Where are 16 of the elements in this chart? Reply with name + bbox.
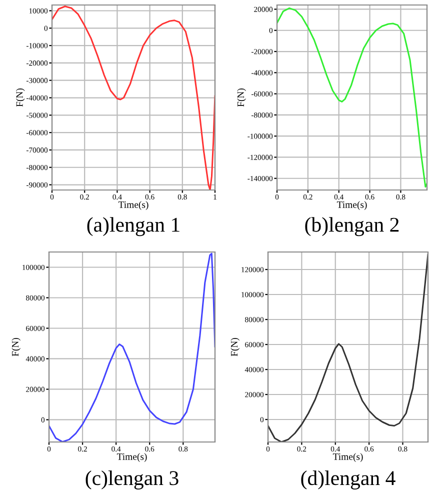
- y-axis-title: F(N): [12, 338, 21, 356]
- line-series: [49, 252, 215, 442]
- y-axis-title: F(N): [16, 88, 25, 107]
- text: (a)lengan 1: [87, 217, 180, 236]
- x-axis-title: Time(s): [336, 201, 367, 210]
- line-series: [268, 254, 428, 442]
- x-axis-title: Time(s): [116, 453, 147, 462]
- text: (d)lengan 4: [301, 470, 396, 490]
- y-axis-title: F(N): [237, 88, 246, 107]
- text: (c)lengan 3: [86, 470, 178, 490]
- line-series: [277, 7, 427, 188]
- x-axis-title: Time(s): [118, 201, 148, 210]
- y-axis-title: F(N): [230, 338, 240, 356]
- x-axis-title: Time(s): [332, 453, 363, 462]
- line-series: [52, 6, 215, 190]
- text: (b)lengan 2: [305, 217, 399, 236]
